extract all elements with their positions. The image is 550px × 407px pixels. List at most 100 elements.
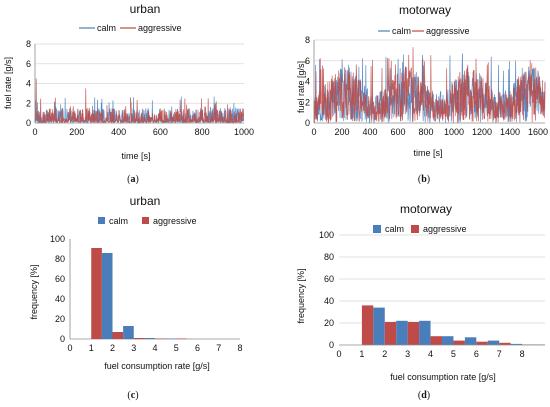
bar-calm-5 [465,337,476,345]
x-tick-label: 2 [110,343,115,353]
panel-d-motorway-histogram: motorway 0204060801000 1 2 3 4 5 6 7 8 frequency… [296,202,545,401]
y-tick-label: 4 [26,79,31,89]
legend-swatch-calm [98,217,105,224]
x-tick-label: 7 [497,349,502,359]
x-tick-label: 1000 [444,127,464,137]
x-tick-label: 1200 [472,127,492,137]
panel-b-xlabel: time [s] [413,148,442,158]
panel-a-legend: calm aggressive [79,23,182,33]
legend-label-aggressive: aggressive [153,216,197,226]
y-tick-label: 80 [55,254,65,264]
panel-c-xlabel: fuel consumption rate [g/s] [104,361,210,371]
panel-a-xlabel: time [s] [121,151,150,161]
bar-aggressive-4 [155,339,166,340]
legend-label-calm: calm [97,23,116,33]
bar-aggressive-2 [385,322,396,345]
y-tick-label: 100 [319,230,334,240]
legend-label-calm: calm [385,224,404,234]
bar-aggressive-2 [113,332,124,339]
bar-calm-3 [419,321,430,345]
x-tick-label: 1400 [500,127,520,137]
legend-label-calm: calm [109,216,128,226]
bar-calm-2 [396,321,407,345]
x-tick-label: 6 [474,349,479,359]
panel-d-caption: (d) [418,390,430,401]
bar-calm-2 [123,326,134,339]
x-tick-label: 200 [334,127,349,137]
panel-c-caption: (c) [127,390,138,401]
panel-c-ylabel: frequency [%] [29,264,39,319]
x-tick-label: 8 [237,343,242,353]
x-tick-label: 6 [195,343,200,353]
legend-swatch-aggressive [142,217,149,224]
bar-calm-1 [373,308,384,345]
x-tick-label: 4 [428,349,433,359]
x-tick-label: 0 [32,127,37,137]
panel-d-legend: calm aggressive [373,224,467,234]
x-tick-label: 600 [153,127,168,137]
panel-b-legend: calm aggressive [378,26,470,36]
x-tick-label: 400 [111,127,126,137]
y-tick-label: 8 [26,39,31,49]
panel-c-urban-histogram: urban 0 20 40 60 80 100 0 1 2 3 4 5 6 7 8 frequency [%… [29,194,243,401]
bar-aggressive-5 [176,339,187,340]
x-tick-label: 3 [131,343,136,353]
bar-aggressive-3 [134,338,145,339]
x-tick-label: 0 [311,127,316,137]
panel-b-motorway-time-series: motorway 0 2 4 6 8 0 200 400 600 800 1000 1200 1400 1… [296,3,548,185]
panel-a-urban-time-series: urban 0 2 4 6 8 0 200 400 600 800 1000 fuel rate [… [3,2,254,185]
panel-a-title: urban [130,2,161,16]
y-tick-label: 20 [324,318,334,328]
y-tick-label: 60 [55,274,65,284]
panel-a-ylabel: fuel rate [g/s] [3,57,13,109]
bar-aggressive-1 [91,248,102,339]
panel-b-caption: (b) [418,174,430,185]
x-tick-label: 0 [336,349,341,359]
y-tick-label: 0 [60,334,65,344]
x-tick-label: 0 [67,343,72,353]
bar-calm-6 [488,341,499,345]
panel-b-ylabel: fuel rate [g/s] [296,61,306,113]
bar-calm-4 [442,336,453,345]
y-tick-label: 8 [305,35,310,45]
panel-d-xlabel: fuel consumption rate [g/s] [390,372,496,382]
x-tick-label: 800 [418,127,433,137]
x-tick-label: 3 [405,349,410,359]
y-tick-label: 40 [55,294,65,304]
bar-calm-1 [102,253,113,339]
y-tick-label: 2 [26,98,31,108]
bar-aggressive-4 [431,336,442,345]
x-tick-label: 5 [174,343,179,353]
bar-aggressive-5 [453,341,464,345]
x-tick-label: 5 [451,349,456,359]
bar-aggressive-1 [362,305,373,345]
y-tick-label: 80 [324,252,334,262]
y-tick-label: 0 [26,118,31,128]
x-tick-label: 800 [195,127,210,137]
x-tick-label: 600 [390,127,405,137]
x-tick-label: 1000 [234,127,254,137]
panel-b-title: motorway [399,3,451,17]
legend-label-aggressive: aggressive [423,224,467,234]
x-tick-label: 7 [216,343,221,353]
x-tick-label: 8 [520,349,525,359]
x-tick-label: 1600 [528,127,548,137]
bar-calm-3 [144,338,155,339]
x-tick-label: 200 [69,127,84,137]
legend-label-calm: calm [392,26,411,36]
legend-label-aggressive: aggressive [138,23,182,33]
legend-label-aggressive: aggressive [426,26,470,36]
y-tick-label: 40 [324,296,334,306]
panel-c-legend: calm aggressive [98,216,197,226]
panel-c-title: urban [130,194,161,208]
panel-d-title: motorway [400,202,452,216]
panel-d-ylabel: frequency [%] [296,268,306,323]
panel-a-caption: (a) [127,174,139,185]
bar-calm-4 [166,339,177,340]
y-tick-label: 60 [324,274,334,284]
y-tick-label: 20 [55,314,65,324]
y-tick-label: 100 [50,234,65,244]
y-tick-label: 0 [329,340,334,350]
y-tick-label: 0 [305,118,310,128]
